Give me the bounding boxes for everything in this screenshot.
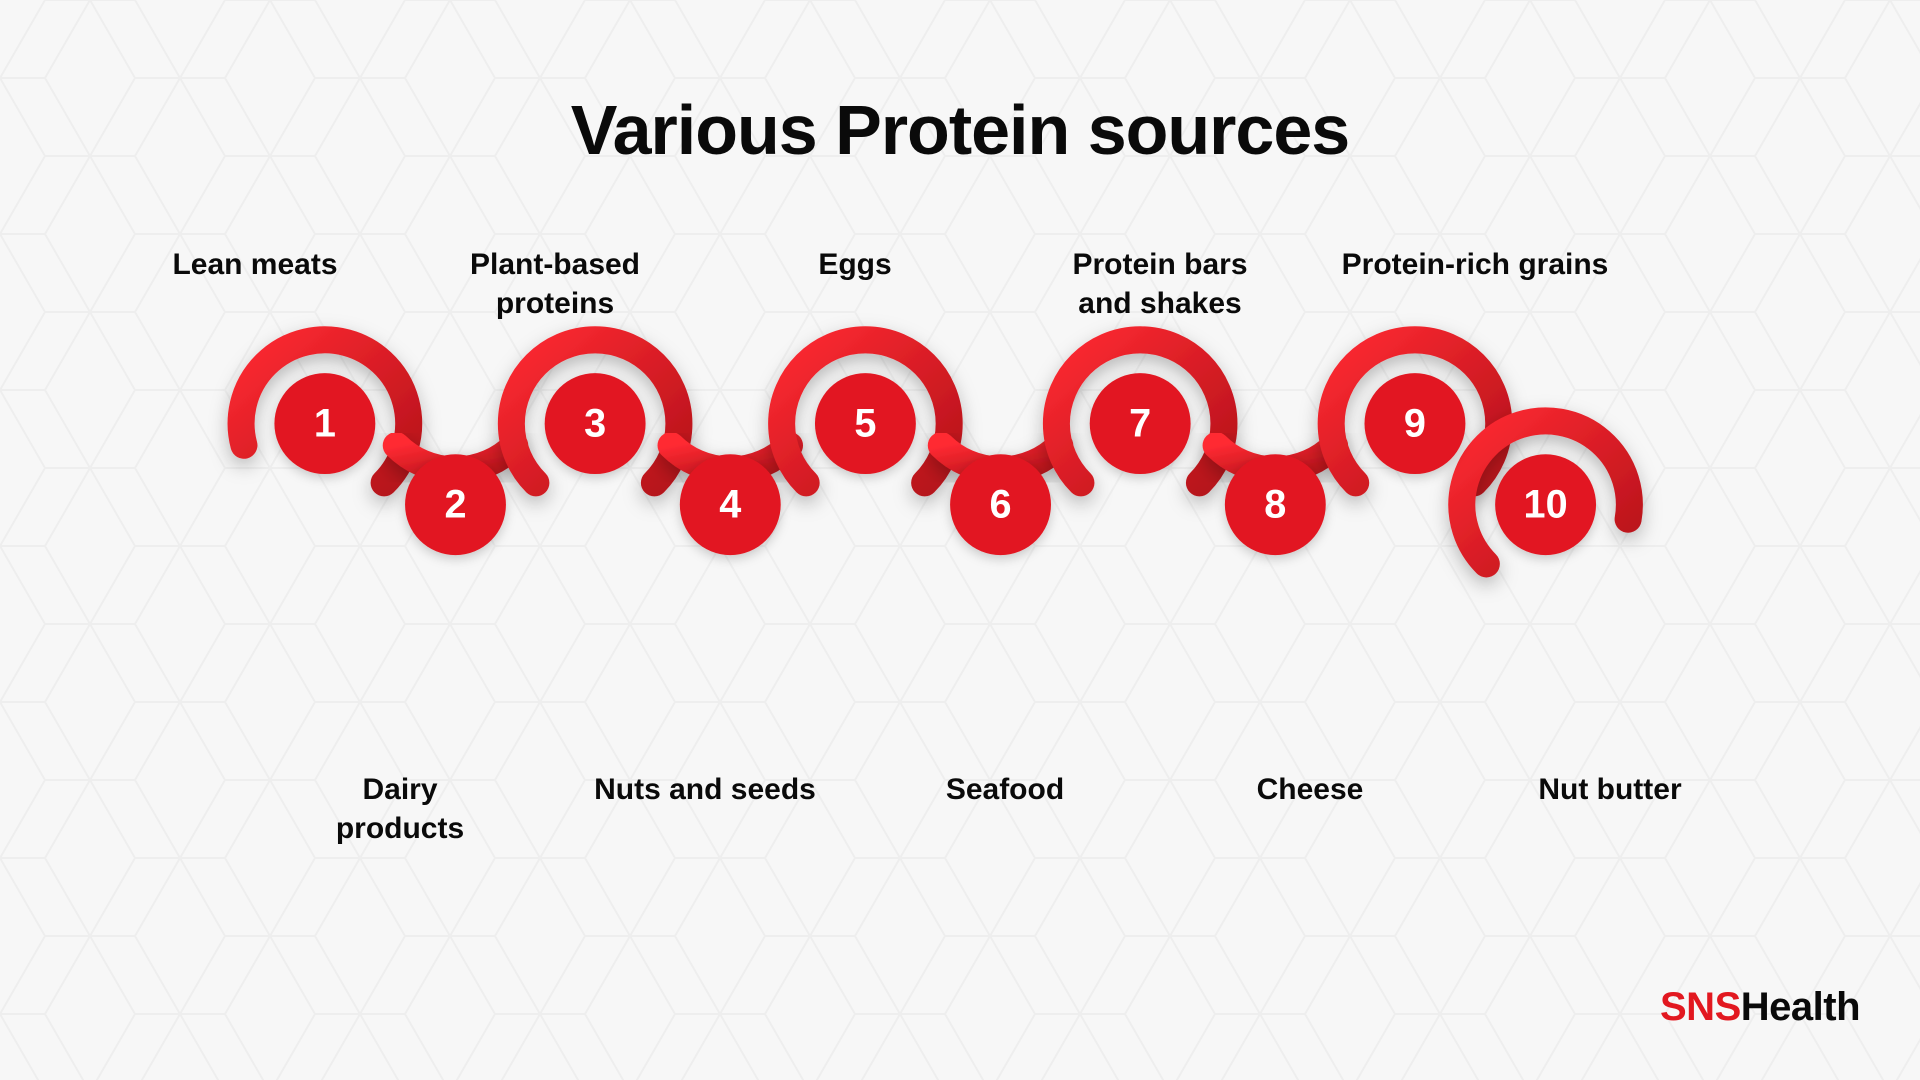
node-number-1: 1 [314, 402, 336, 446]
label-6: Seafood [855, 770, 1155, 809]
label-8: Cheese [1160, 770, 1460, 809]
label-2: Dairy products [250, 770, 550, 848]
logo-part-a: SNS [1660, 985, 1741, 1029]
serpentine-diagram: 1 2 3 4 5 6 7 8 9 10 [0, 320, 1920, 625]
node-number-9: 9 [1404, 402, 1426, 446]
node-number-7: 7 [1129, 402, 1151, 446]
node-number-10: 10 [1524, 483, 1568, 527]
label-4: Nuts and seeds [555, 770, 855, 809]
node-number-6: 6 [990, 483, 1012, 527]
infographic-page: Various Protein sources 1 2 3 4 5 6 7 8 9 10 Lean… [0, 0, 1920, 1080]
node-number-2: 2 [444, 483, 466, 527]
node-number-8: 8 [1264, 483, 1286, 527]
page-title: Various Protein sources [0, 90, 1920, 170]
label-10: Nut butter [1460, 770, 1760, 809]
node-number-5: 5 [854, 402, 876, 446]
logo-part-b: Health [1741, 985, 1860, 1029]
label-5: Eggs [705, 245, 1005, 284]
label-3: Plant-based proteins [405, 245, 705, 323]
node-number-4: 4 [719, 483, 741, 527]
label-7: Protein bars and shakes [1010, 245, 1310, 323]
label-1: Lean meats [105, 245, 405, 284]
brand-logo: SNSHealth [1660, 985, 1860, 1030]
label-9: Protein-rich grains [1325, 245, 1625, 284]
node-number-3: 3 [584, 402, 606, 446]
